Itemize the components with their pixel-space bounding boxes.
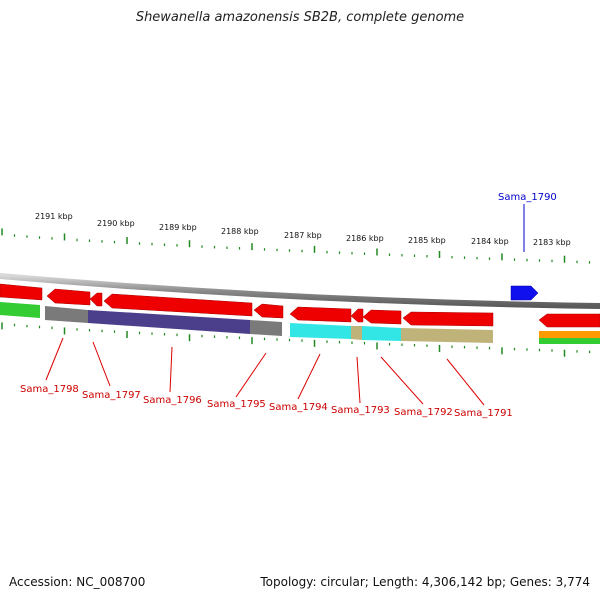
gene-label-sama-1790: Sama_1790 [498, 192, 557, 203]
map-title: Shewanella amazonensis SB2B, complete ge… [135, 10, 465, 25]
scale-label-2184: 2184 kbp [471, 237, 509, 246]
cog-band-cyan-2 [362, 326, 401, 341]
scale-label-2189: 2189 kbp [159, 223, 197, 232]
genome-summary-text: Topology: circular; Length: 4,306,142 bp… [260, 575, 590, 589]
scale-label-2190: 2190 kbp [97, 219, 135, 228]
gene-arrow-2[interactable] [46, 288, 91, 306]
accession-text: Accession: NC_008700 [9, 575, 146, 589]
gene-arrow-10[interactable] [538, 313, 600, 328]
gene-label-sama-1794: Sama_1794 [269, 402, 328, 413]
scale-label-2188: 2188 kbp [221, 227, 259, 236]
cog-band-orange [539, 331, 600, 338]
gene-arrow-5[interactable] [253, 303, 284, 319]
cog-band-gray-2 [250, 320, 282, 336]
scale-label-2185: 2185 kbp [408, 236, 446, 245]
outer-scale-ticks [1, 228, 591, 264]
scale-label-2187: 2187 kbp [284, 231, 322, 240]
cog-band-gray-1 [45, 306, 88, 323]
reverse-gene-labels: Sama_1798 Sama_1797 Sama_1796 Sama_1795 … [20, 337, 513, 419]
gene-arrow-4[interactable] [103, 293, 253, 317]
gene-label-sama-1795: Sama_1795 [207, 399, 266, 410]
gene-label-sama-1793: Sama_1793 [331, 405, 390, 416]
gene-arrow-6[interactable] [289, 306, 352, 323]
gene-label-sama-1791: Sama_1791 [454, 408, 513, 419]
cog-band-green-2 [539, 338, 600, 344]
gene-arrow-1[interactable] [0, 283, 43, 301]
gene-label-sama-1792: Sama_1792 [394, 407, 453, 418]
scale-label-2191: 2191 kbp [35, 212, 73, 221]
cog-band-purple [88, 310, 250, 334]
scale-labels: 2191 kbp 2190 kbp 2189 kbp 2188 kbp 2187… [35, 212, 571, 247]
gene-label-sama-1796: Sama_1796 [143, 395, 202, 406]
cog-band-cyan-1 [290, 323, 351, 339]
gene-arrow-8[interactable] [362, 309, 402, 325]
reverse-gene-arrows [0, 283, 600, 328]
scale-label-2183: 2183 kbp [533, 238, 571, 247]
scale-label-2186: 2186 kbp [346, 234, 384, 243]
genome-backbone [0, 273, 600, 309]
gene-label-sama-1797: Sama_1797 [82, 390, 141, 401]
cog-band-green [0, 302, 40, 318]
gene-label-sama-1798: Sama_1798 [20, 384, 79, 395]
gene-arrow-3[interactable] [89, 292, 103, 307]
gene-arrow-7[interactable] [350, 308, 364, 323]
cog-band-tan-1 [351, 326, 362, 340]
cog-band-tan-2 [401, 328, 493, 343]
gene-arrow-9[interactable] [402, 311, 494, 327]
forward-gene-sama-1790[interactable]: Sama_1790 [498, 192, 557, 301]
cog-bands [0, 302, 600, 344]
inner-scale-ticks [1, 322, 591, 357]
